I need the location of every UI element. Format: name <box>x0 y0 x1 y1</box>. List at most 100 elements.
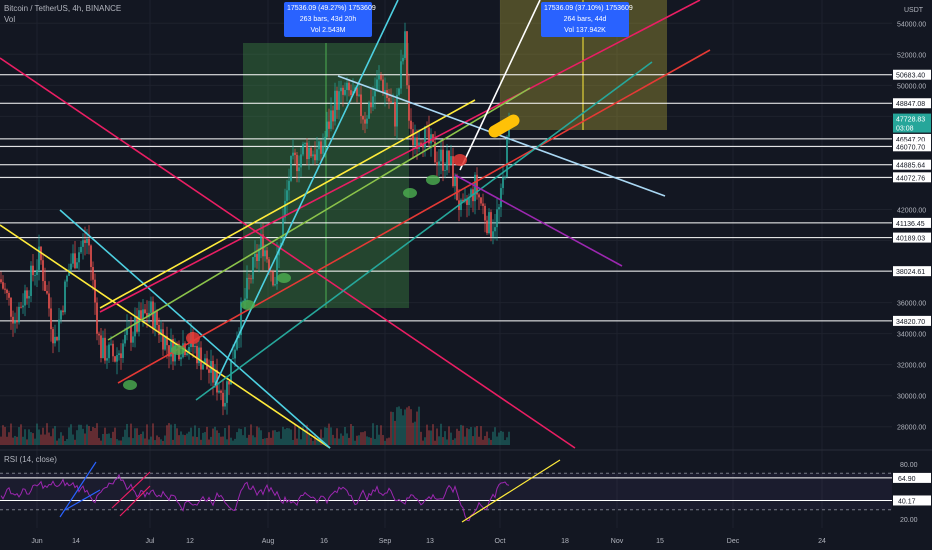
volume-bar <box>368 437 370 445</box>
volume-bar <box>134 428 136 445</box>
candle-body <box>262 234 264 257</box>
volume-bar <box>456 428 458 445</box>
candle-body <box>276 255 278 285</box>
candle-body <box>252 257 254 280</box>
candle-body <box>224 402 226 407</box>
candle-body <box>28 295 30 299</box>
candle-body <box>266 250 268 260</box>
volume-indicator-label[interactable]: Vol <box>4 15 16 24</box>
candle-body <box>434 141 436 163</box>
candle-body <box>256 253 258 262</box>
volume-bar <box>466 428 468 445</box>
candle-body <box>44 281 46 291</box>
last-price-countdown: 03:08 <box>896 126 914 133</box>
white-steep-line <box>459 0 541 171</box>
volume-bar <box>358 435 360 445</box>
last-price-value: 47728.83 <box>896 117 925 124</box>
volume-bar <box>426 424 428 445</box>
symbol-title[interactable]: Bitcoin / TetherUS, 4h, BINANCE <box>4 4 122 13</box>
measure-box-october[interactable]: 17536.09 (37.10%) 1753609 264 bars, 44d … <box>541 2 633 37</box>
candle-body <box>404 31 406 58</box>
volume-bar <box>326 427 328 445</box>
volume-bar <box>6 436 8 445</box>
candle-body <box>32 265 34 276</box>
volume-bar <box>306 424 308 445</box>
candle-body <box>152 301 154 329</box>
volume-bar <box>452 439 454 445</box>
candle-body <box>490 212 492 237</box>
volume-bar <box>308 434 310 445</box>
volume-bar <box>232 440 234 445</box>
volume-bar <box>428 430 430 445</box>
volume-bar <box>382 435 384 445</box>
price-tick-label: 36000.00 <box>897 301 926 308</box>
level-label-box <box>893 232 931 243</box>
volume-bar <box>422 440 424 445</box>
volume-bar <box>202 432 204 445</box>
volume-bar <box>394 420 396 445</box>
rsi-indicator-label[interactable]: RSI (14, close) <box>4 455 57 464</box>
volume-bar <box>108 433 110 445</box>
candle-body <box>188 347 190 354</box>
volume-bar <box>502 431 504 445</box>
candle-body <box>156 311 158 325</box>
candle-body <box>294 152 296 155</box>
candle-body <box>378 75 380 80</box>
candle-body <box>194 345 196 348</box>
volume-bar <box>430 430 432 445</box>
volume-bar <box>164 435 166 445</box>
purple-descending-line <box>454 174 623 267</box>
green-touch-marker <box>241 300 255 310</box>
candle-body <box>54 336 56 344</box>
volume-bar <box>200 439 202 445</box>
volume-bar <box>80 424 82 445</box>
volume-bar <box>362 432 364 445</box>
candle-body <box>498 207 500 210</box>
candle-body <box>130 326 132 343</box>
candle-body <box>302 144 304 155</box>
candle-body <box>290 155 292 181</box>
candle-body <box>6 289 8 294</box>
volume-bar <box>372 423 374 445</box>
volume-bar <box>130 423 132 445</box>
level-label: 34820.70 <box>896 319 925 326</box>
candle-body <box>64 281 66 313</box>
volume-bar <box>36 423 38 445</box>
candle-body <box>320 141 322 154</box>
candle-body <box>248 277 250 279</box>
measure-box-august[interactable]: 17536.09 (49.27%) 1753609 263 bars, 43d … <box>284 2 376 37</box>
volume-bar <box>246 437 248 445</box>
candle-body <box>428 127 430 144</box>
candle-body <box>456 176 458 201</box>
candle-body <box>214 369 216 383</box>
rsi-level-box <box>893 472 931 483</box>
candle-body <box>136 316 138 332</box>
volume-bar <box>58 438 60 445</box>
candle-body <box>242 300 244 302</box>
candle-body <box>268 259 270 272</box>
candle-body <box>314 154 316 161</box>
volume-bar <box>262 438 264 445</box>
candle-body <box>274 284 276 286</box>
volume-bar <box>82 428 84 445</box>
volume-bar <box>228 425 230 445</box>
time-tick-label: 24 <box>818 538 826 545</box>
volume-bar <box>0 436 2 445</box>
volume-bar <box>416 411 418 445</box>
volume-bar <box>194 425 196 445</box>
candle-body <box>232 358 234 360</box>
volume-bar <box>378 434 380 445</box>
yellow-downtrend-line <box>0 224 331 449</box>
volume-bar <box>490 439 492 445</box>
candle-body <box>384 90 386 94</box>
volume-bar <box>14 435 16 445</box>
volume-bar <box>446 439 448 445</box>
candle-body <box>388 98 390 102</box>
candle-body <box>4 288 6 290</box>
teal-channel-line <box>195 61 653 401</box>
volume-bar <box>260 430 262 445</box>
candle-body <box>400 61 402 89</box>
level-label-box <box>893 141 931 152</box>
volume-bar <box>476 426 478 445</box>
